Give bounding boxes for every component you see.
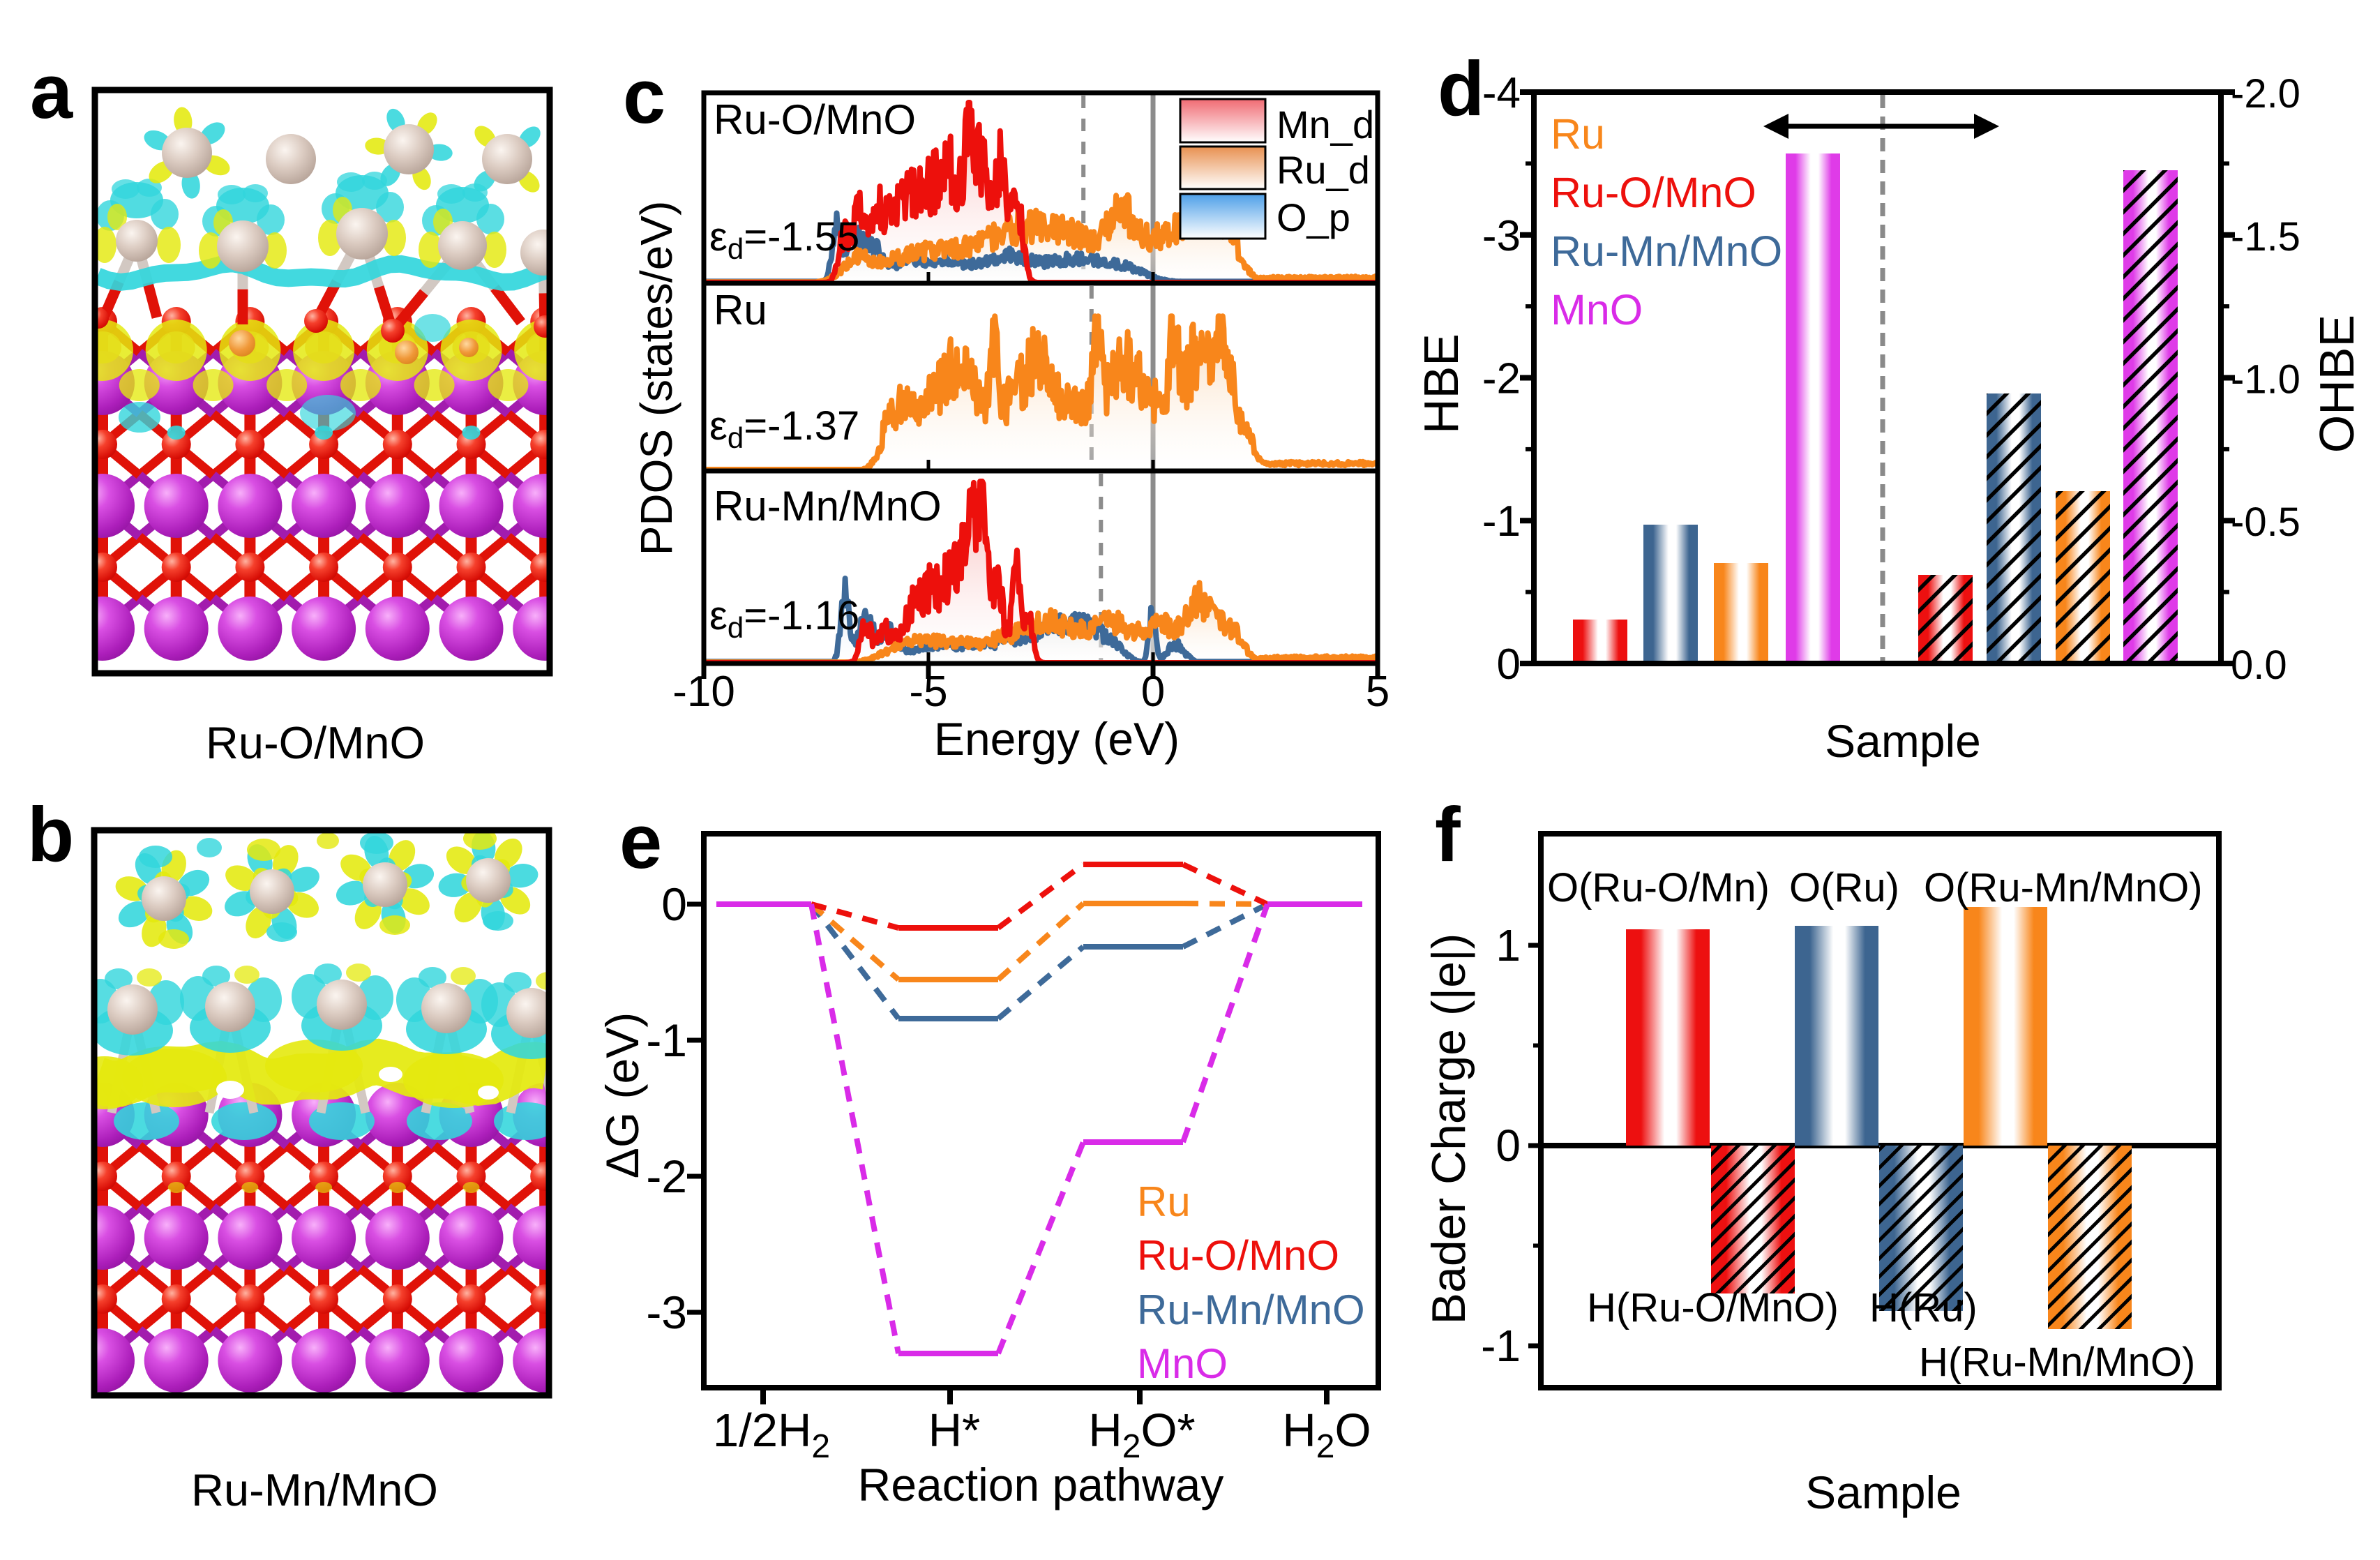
svg-text:-1.0: -1.0	[2231, 357, 2300, 403]
svg-text:-1: -1	[646, 1014, 687, 1066]
svg-text:-1.5: -1.5	[2231, 214, 2300, 260]
svg-text:εd=-1.55: εd=-1.55	[709, 214, 859, 265]
svg-text:1/2H2​: 1/2H2​	[713, 1404, 830, 1465]
svg-text:0.0: 0.0	[2231, 643, 2287, 688]
svg-text:-2: -2	[1482, 355, 1521, 403]
svg-text:ΔG (eV): ΔG (eV)	[596, 1012, 648, 1178]
svg-text:c: c	[623, 54, 665, 140]
svg-text:0: 0	[661, 878, 687, 930]
svg-text:H2​O: H2​O	[1282, 1404, 1371, 1465]
svg-text:O_p: O_p	[1276, 195, 1350, 239]
svg-text:Ru-O/MnO: Ru-O/MnO	[714, 96, 916, 143]
svg-text:-5: -5	[909, 668, 947, 716]
svg-text:H(Ru-O/MnO): H(Ru-O/MnO)	[1587, 1285, 1839, 1330]
svg-text:b: b	[27, 792, 74, 878]
svg-text:-1: -1	[1482, 497, 1521, 546]
svg-text:O(Ru-Mn/MnO): O(Ru-Mn/MnO)	[1924, 865, 2203, 910]
svg-text:Ru: Ru	[1551, 110, 1605, 158]
svg-text:Ru: Ru	[1137, 1178, 1191, 1225]
svg-text:H(Ru): H(Ru)	[1869, 1285, 1978, 1330]
svg-text:Reaction pathway: Reaction pathway	[858, 1459, 1224, 1510]
svg-text:MnO: MnO	[1551, 286, 1643, 333]
svg-text:Ru-Mn/MnO: Ru-Mn/MnO	[714, 483, 942, 530]
svg-text:MnO: MnO	[1137, 1340, 1228, 1387]
svg-text:H2​O*: H2​O*	[1088, 1404, 1195, 1465]
svg-text:Ru-O/MnO: Ru-O/MnO	[1137, 1232, 1339, 1279]
svg-text:H*: H*	[928, 1404, 980, 1457]
svg-text:0: 0	[1497, 640, 1521, 689]
svg-text:Ru-Mn/MnO: Ru-Mn/MnO	[1551, 227, 1782, 275]
svg-text:1: 1	[1496, 920, 1521, 970]
svg-text:OHBE: OHBE	[2310, 315, 2364, 453]
svg-text:0: 0	[1141, 668, 1165, 716]
svg-text:Ru-O/MnO: Ru-O/MnO	[206, 717, 425, 768]
svg-text:Sample: Sample	[1825, 715, 1981, 767]
svg-text:0: 0	[1496, 1120, 1521, 1171]
svg-text:-2.0: -2.0	[2231, 71, 2300, 117]
svg-text:e: e	[619, 799, 662, 885]
svg-text:-3: -3	[1482, 212, 1521, 260]
svg-text:-0.5: -0.5	[2231, 500, 2300, 545]
svg-text:Ru-O/MnO: Ru-O/MnO	[1551, 169, 1756, 216]
svg-text:Bader Charge (|e|): Bader Charge (|e|)	[1422, 933, 1475, 1325]
svg-text:f: f	[1435, 792, 1461, 878]
svg-text:H(Ru-Mn/MnO): H(Ru-Mn/MnO)	[1919, 1340, 2195, 1385]
svg-text:HBE: HBE	[1414, 333, 1468, 434]
svg-text:Energy (eV): Energy (eV)	[934, 713, 1180, 765]
svg-text:O(Ru-O/Mn): O(Ru-O/Mn)	[1547, 865, 1770, 910]
svg-text:Mn_d: Mn_d	[1276, 103, 1374, 147]
svg-text:-3: -3	[646, 1287, 687, 1338]
svg-text:O(Ru): O(Ru)	[1789, 865, 1899, 910]
svg-text:Ru_d: Ru_d	[1276, 148, 1370, 192]
svg-text:-4: -4	[1482, 69, 1521, 117]
svg-text:PDOS (states/eV): PDOS (states/eV)	[631, 201, 681, 556]
svg-text:Ru-Mn/MnO: Ru-Mn/MnO	[191, 1464, 438, 1515]
svg-text:a: a	[30, 49, 73, 135]
svg-text:Ru: Ru	[714, 287, 767, 333]
svg-text:5: 5	[1366, 668, 1389, 716]
svg-text:-2: -2	[646, 1150, 687, 1202]
svg-text:-1: -1	[1481, 1321, 1521, 1371]
svg-text:Ru-Mn/MnO: Ru-Mn/MnO	[1137, 1287, 1365, 1333]
svg-text:d: d	[1438, 46, 1484, 132]
svg-text:Sample: Sample	[1805, 1467, 1961, 1518]
svg-text:-10: -10	[672, 668, 735, 716]
